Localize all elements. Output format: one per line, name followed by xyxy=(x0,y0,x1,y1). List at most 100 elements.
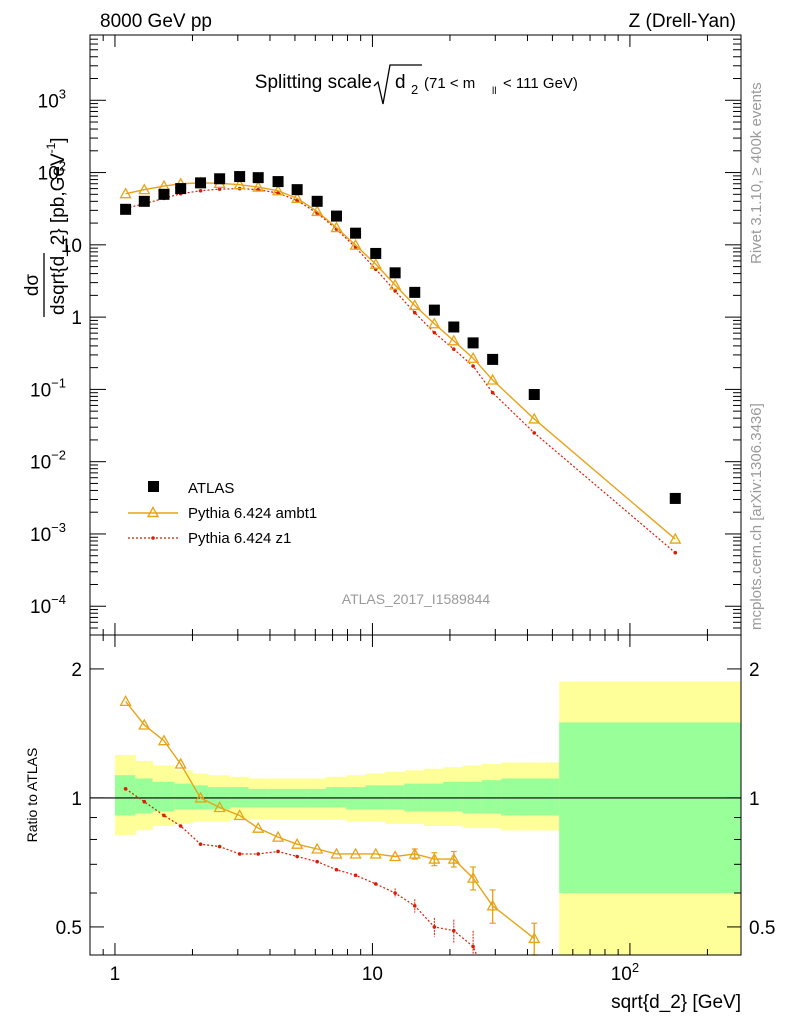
legend-ambt1-marker xyxy=(146,506,160,518)
ambt1-ratio-point xyxy=(408,847,421,859)
ambt1-point xyxy=(311,205,324,217)
atlas-point xyxy=(311,195,323,207)
main-x-ticks xyxy=(89,35,708,635)
ambt1-point xyxy=(330,221,343,233)
main-panel: 10−4 10−3 10−2 10−1 1 10 102 103 Splitting scal… xyxy=(22,34,742,636)
ambt1-ratio-point xyxy=(528,932,541,944)
atlas-point xyxy=(195,177,207,189)
ambt1-point xyxy=(447,334,460,346)
ratio-x-ticks: 1 10 102 xyxy=(89,635,708,985)
z1-point xyxy=(532,431,537,435)
z1-point xyxy=(673,550,678,555)
ambt1-ratio-line xyxy=(125,700,535,939)
ambt1-ratio-point xyxy=(447,852,460,864)
ratio-band-inner xyxy=(152,781,175,812)
y-tick-label: 1 xyxy=(71,308,82,329)
atlas-point xyxy=(330,210,342,222)
z1-line xyxy=(125,187,676,554)
ratio-panel: 1 10 102 0.5 0.5 1 1 2 2 Ratio to ATLAS sqrt{d_… xyxy=(24,634,776,1013)
ratio-marks xyxy=(119,695,541,956)
z1-point xyxy=(198,188,203,193)
ylabel-numerator: dσ xyxy=(22,274,43,297)
svg-text:dsqrt{d_2} [pb,GeV-1]: dsqrt{d_2} [pb,GeV-1] xyxy=(44,137,69,315)
z1-point xyxy=(393,289,397,293)
ratio-band-inner xyxy=(114,775,136,816)
legend-atlas-marker xyxy=(148,481,159,492)
ratio-y-ticks: 0.5 0.5 1 1 2 2 xyxy=(56,660,776,939)
mcplots-label: mcplots.cern.ch [arXiv:1306.3436] xyxy=(748,403,765,630)
ambt1-ratio-point xyxy=(194,791,207,803)
ambt1-ratio-point xyxy=(119,695,132,707)
legend-z1-marker xyxy=(151,536,155,540)
header-right: Z (Drell-Yan) xyxy=(629,11,736,32)
z1-ratio-point xyxy=(162,813,166,818)
z1-point xyxy=(412,310,417,315)
ratio-band-inner xyxy=(135,778,154,814)
title-range-a: (71 < m xyxy=(424,75,475,92)
ambt1-ratio-point xyxy=(213,801,226,813)
atlas-point xyxy=(214,173,226,185)
z1-ratio-point xyxy=(393,891,397,895)
ambt1-point xyxy=(389,278,402,290)
legend-ambt1-label: Pythia 6.424 ambt1 xyxy=(188,505,317,522)
main-marks xyxy=(119,171,682,555)
ambt1-point xyxy=(119,187,132,199)
ambt1-ratio-point xyxy=(428,852,441,864)
z1-point xyxy=(217,187,222,191)
z1-ratio-point xyxy=(237,852,242,856)
title-range-sub: ll xyxy=(492,86,496,97)
ratio-y-tick-label-left: 0.5 xyxy=(56,918,82,939)
ylabel-closing-bracket: ] xyxy=(48,137,69,142)
ratio-band-inner xyxy=(230,787,249,808)
z1-ratio-point xyxy=(256,852,260,856)
ratio-y-tick-label-right: 0.5 xyxy=(749,918,775,939)
ratio-band-inner xyxy=(325,787,347,808)
title-prefix: Splitting scale xyxy=(255,72,372,93)
ambt1-ratio-point xyxy=(174,757,187,769)
z1-ratio-point xyxy=(373,882,378,886)
y-tick-label: 10 xyxy=(61,236,82,257)
ratio-band-inner xyxy=(174,783,193,810)
ambt1-point xyxy=(486,373,499,385)
ambt1-ratio-point xyxy=(271,830,285,842)
atlas-point xyxy=(234,171,246,183)
title-var-sub: 2 xyxy=(411,82,418,97)
ambt1-ratio-point xyxy=(252,821,265,833)
ratio-frame xyxy=(89,634,742,956)
atlas-point xyxy=(467,337,479,349)
ambt1-line xyxy=(125,182,676,540)
ambt1-ratio-point xyxy=(389,850,402,862)
atlas-point xyxy=(252,172,264,184)
ambt1-point xyxy=(271,184,285,196)
y-tick-label: 10−1 xyxy=(30,375,66,401)
ratio-y-tick-label-left: 2 xyxy=(71,660,82,681)
z1-ratio-point xyxy=(123,787,128,791)
ratio-bands xyxy=(90,681,742,955)
ambt1-ratio-point xyxy=(291,837,304,849)
z1-ratio-point xyxy=(451,928,456,933)
legend-z1-label: Pythia 6.424 z1 xyxy=(188,530,291,547)
main-y-ticks: 10−4 10−3 10−2 10−1 1 10 102 103 xyxy=(30,34,741,636)
ambt1-point xyxy=(369,257,382,269)
y-tick-label: 10−4 xyxy=(30,592,66,618)
header-left: 8000 GeV pp xyxy=(100,11,212,32)
z1-ratio-point xyxy=(315,859,319,864)
ratio-ylabel: Ratio to ATLAS xyxy=(24,748,40,843)
ambt1-ratio-point xyxy=(311,842,324,854)
ambt1-point xyxy=(428,317,441,329)
z1-ratio-point xyxy=(295,854,299,859)
atlas-point xyxy=(669,492,681,504)
legend-item-ambt1: Pythia 6.424 ambt1 xyxy=(128,505,317,522)
z1-ratio-point xyxy=(471,944,475,949)
ratio-band-inner xyxy=(559,722,742,893)
ratio-y-tick-label-right: 1 xyxy=(749,789,760,810)
z1-point xyxy=(276,191,280,195)
atlas-point xyxy=(487,353,499,365)
atlas-point xyxy=(448,321,460,333)
atlas-point xyxy=(350,227,362,239)
ambt1-ratio-point xyxy=(138,718,151,730)
atlas-point xyxy=(120,203,132,215)
rivet-label: Rivet 3.1.10, ≥ 400k events xyxy=(748,82,765,264)
z1-point xyxy=(432,330,437,335)
